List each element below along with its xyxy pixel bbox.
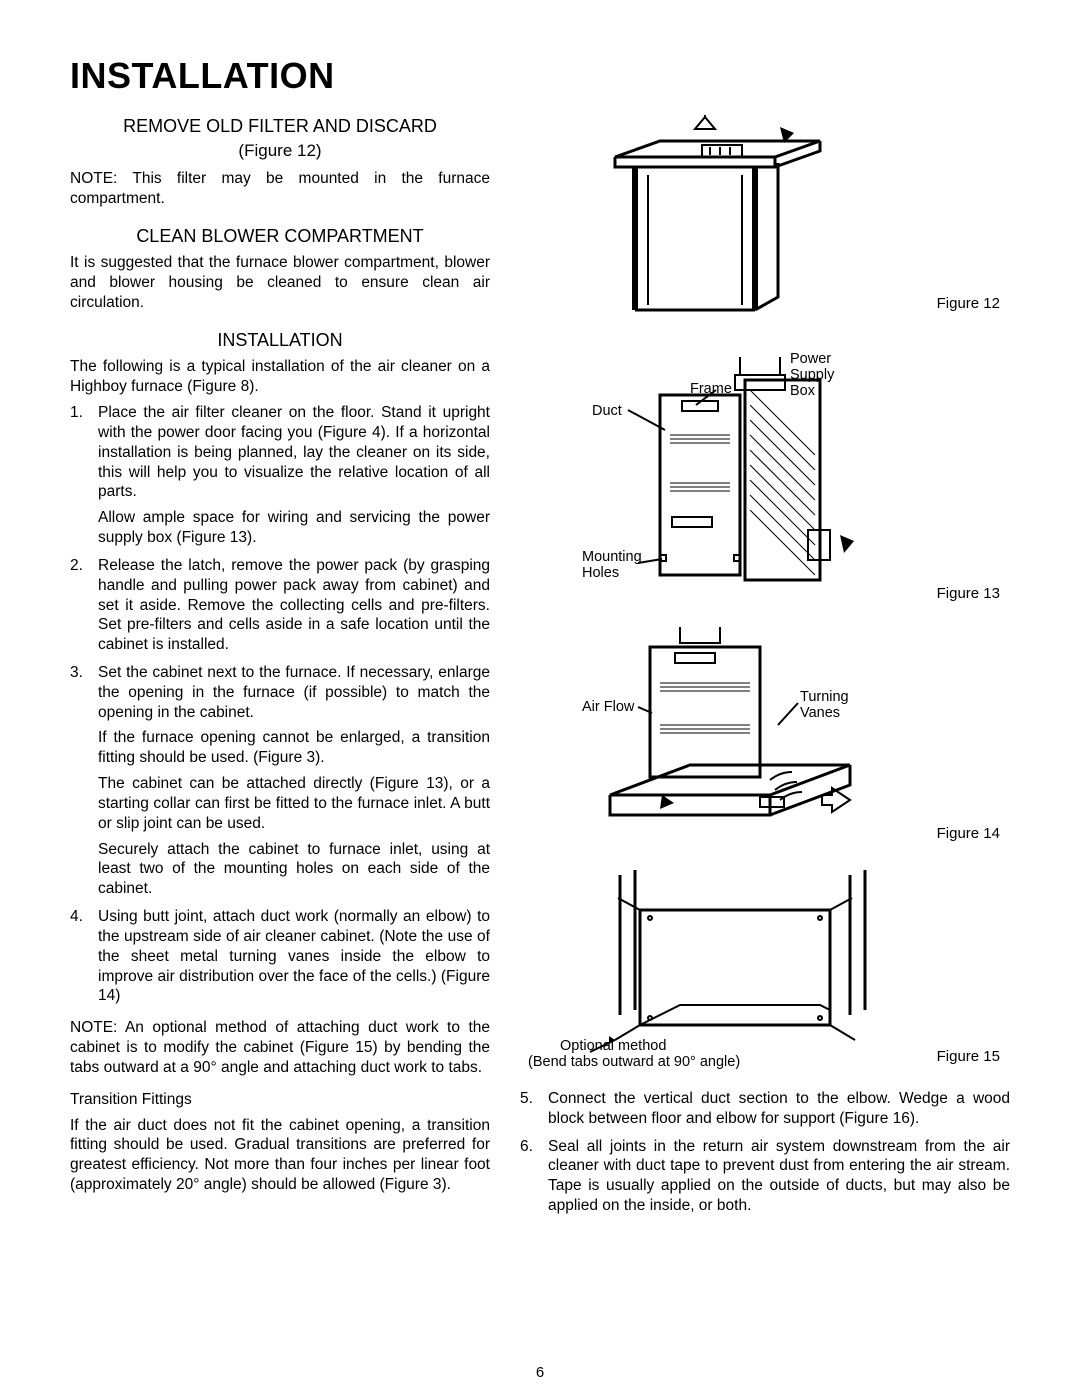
step-num: 3. xyxy=(70,663,98,905)
note-optional-method: NOTE: An optional method of attaching du… xyxy=(70,1018,490,1077)
figure-13-label: Figure 13 xyxy=(937,585,1000,602)
step-text: Allow ample space for wiring and servici… xyxy=(98,508,490,548)
figure-12: Figure 12 xyxy=(520,115,1000,335)
label-turning-vanes: Turning Vanes xyxy=(800,689,849,721)
main-title: INSTALLATION xyxy=(70,55,1010,97)
step-4: 4. Using butt joint, attach duct work (n… xyxy=(70,907,490,1012)
right-column: Figure 12 xyxy=(520,115,1010,1201)
step-num: 1. xyxy=(70,403,98,554)
install-intro: The following is a typical installation … xyxy=(70,357,490,397)
step-num: 4. xyxy=(70,907,98,1012)
step-text: Release the latch, remove the power pack… xyxy=(98,556,490,655)
note-filter-mount: NOTE: This filter may be mounted in the … xyxy=(70,169,490,209)
label-bend-tabs: (Bend tabs outward at 90° angle) xyxy=(528,1054,740,1070)
right-steps: 5. Connect the vertical duct section to … xyxy=(520,1089,1010,1222)
section-title-clean: CLEAN BLOWER COMPARTMENT xyxy=(70,225,490,248)
section-title-remove: REMOVE OLD FILTER AND DISCARD xyxy=(70,115,490,138)
figref-12: (Figure 12) xyxy=(70,140,490,162)
figure-13: Duct Frame Power Supply Box Mounting Hol… xyxy=(520,345,1000,605)
transition-paragraph: If the air duct does not fit the cabinet… xyxy=(70,1116,490,1195)
section-title-install: INSTALLATION xyxy=(70,329,490,352)
figure-15: Optional method (Bend tabs outward at 90… xyxy=(520,870,1000,1065)
step-text: Securely attach the cabinet to furnace i… xyxy=(98,840,490,899)
step-3: 3. Set the cabinet next to the furnace. … xyxy=(70,663,490,905)
label-duct: Duct xyxy=(592,403,622,419)
label-airflow: Air Flow xyxy=(582,699,634,715)
step-text: Using butt joint, attach duct work (norm… xyxy=(98,907,490,1006)
step-text: Place the air filter cleaner on the floo… xyxy=(98,403,490,502)
step-num: 2. xyxy=(70,556,98,661)
label-mh: Mounting Holes xyxy=(582,549,642,581)
label-optional-method: Optional method xyxy=(560,1038,666,1054)
step-text: Seal all joints in the return air system… xyxy=(548,1137,1010,1216)
figure-14: Air Flow Turning Vanes Figure 14 xyxy=(520,625,1000,855)
step-text: Connect the vertical duct section to the… xyxy=(548,1089,1010,1129)
label-frame: Frame xyxy=(690,381,732,397)
figure-14-label: Figure 14 xyxy=(937,825,1000,842)
step-text: The cabinet can be attached directly (Fi… xyxy=(98,774,490,833)
transition-title: Transition Fittings xyxy=(70,1090,490,1110)
step-6: 6. Seal all joints in the return air sys… xyxy=(520,1137,1010,1222)
install-steps: 1. Place the air filter cleaner on the f… xyxy=(70,403,490,1012)
left-column: REMOVE OLD FILTER AND DISCARD (Figure 12… xyxy=(70,115,490,1201)
page-number: 6 xyxy=(0,1364,1080,1381)
clean-paragraph: It is suggested that the furnace blower … xyxy=(70,253,490,312)
step-2: 2. Release the latch, remove the power p… xyxy=(70,556,490,661)
step-num: 5. xyxy=(520,1089,548,1135)
step-text: If the furnace opening cannot be enlarge… xyxy=(98,728,490,768)
figure-12-label: Figure 12 xyxy=(937,295,1000,312)
label-psb: Power Supply Box xyxy=(790,351,834,400)
figure-15-label: Figure 15 xyxy=(937,1048,1000,1065)
step-5: 5. Connect the vertical duct section to … xyxy=(520,1089,1010,1135)
step-text: Set the cabinet next to the furnace. If … xyxy=(98,663,490,722)
step-1: 1. Place the air filter cleaner on the f… xyxy=(70,403,490,554)
step-num: 6. xyxy=(520,1137,548,1222)
